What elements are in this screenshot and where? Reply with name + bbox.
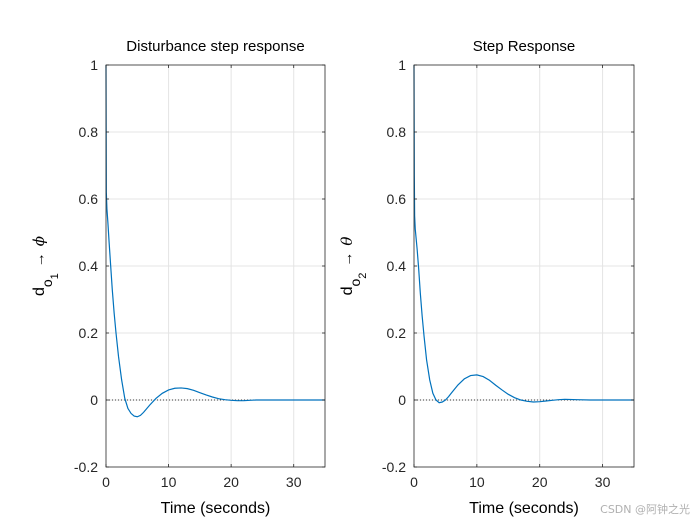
y-tick-label: -0.2 xyxy=(74,459,98,475)
x-tick-label: 10 xyxy=(469,474,485,490)
chart-title: Disturbance step response xyxy=(126,38,304,55)
x-axis-label: Time (seconds) xyxy=(161,500,271,517)
series-line-response xyxy=(413,64,634,404)
x-tick-label: 0 xyxy=(410,474,418,490)
x-tick-label: 0 xyxy=(102,474,110,490)
y-label-subsub: 2 xyxy=(357,273,369,279)
y-label-arrow: → xyxy=(31,252,48,267)
x-tick-label: 30 xyxy=(595,474,611,490)
y-tick-label: 0 xyxy=(90,392,98,408)
y-label-sub: o xyxy=(347,279,363,287)
y-axis-label-text: do2→ θ xyxy=(338,237,369,296)
y-tick-label: 0.6 xyxy=(79,191,99,207)
series-line-response xyxy=(105,64,325,418)
y-label-symbol: θ xyxy=(338,237,356,246)
y-tick-label: 0.8 xyxy=(79,124,99,140)
y-axis-label-text: do1→ ϕ xyxy=(30,236,61,296)
watermark: CSDN @阿钟之光 xyxy=(600,503,690,516)
y-label-symbol: ϕ xyxy=(30,236,48,246)
y-tick-label: 0.4 xyxy=(79,258,99,274)
y-tick-label: -0.2 xyxy=(382,459,406,475)
x-tick-label: 10 xyxy=(161,474,177,490)
y-label-sub: o xyxy=(39,279,55,287)
chart-title: Step Response xyxy=(473,38,576,55)
y-label-main: d xyxy=(339,287,356,296)
y-tick-label: 0.2 xyxy=(79,325,99,341)
y-tick-label: 0.2 xyxy=(387,325,407,341)
y-tick-label: 1 xyxy=(90,57,98,73)
y-tick-label: 0.6 xyxy=(387,191,407,207)
y-tick-label: 0 xyxy=(398,392,406,408)
y-tick-label: 0.4 xyxy=(387,258,407,274)
y-label-subsub: 1 xyxy=(49,273,61,279)
y-tick-label: 1 xyxy=(398,57,406,73)
y-axis-label: do2→ θ xyxy=(338,237,369,296)
x-tick-label: 20 xyxy=(532,474,548,490)
x-axis-label: Time (seconds) xyxy=(469,500,579,517)
y-axis-label: do1→ ϕ xyxy=(30,236,61,296)
y-tick-label: 0.8 xyxy=(387,124,407,140)
x-tick-label: 30 xyxy=(286,474,302,490)
x-tick-label: 20 xyxy=(223,474,239,490)
y-label-arrow: → xyxy=(339,252,356,267)
y-label-main: d xyxy=(31,287,48,296)
